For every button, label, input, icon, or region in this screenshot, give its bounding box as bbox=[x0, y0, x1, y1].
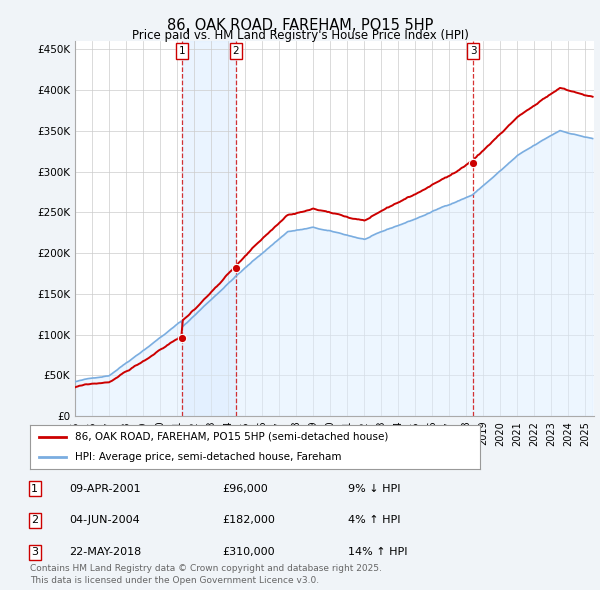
Text: 04-JUN-2004: 04-JUN-2004 bbox=[69, 516, 140, 525]
Text: HPI: Average price, semi-detached house, Fareham: HPI: Average price, semi-detached house,… bbox=[75, 452, 341, 462]
Text: 1: 1 bbox=[178, 46, 185, 56]
Text: 2: 2 bbox=[31, 516, 38, 525]
Text: 22-MAY-2018: 22-MAY-2018 bbox=[69, 548, 141, 557]
Text: 86, OAK ROAD, FAREHAM, PO15 5HP (semi-detached house): 86, OAK ROAD, FAREHAM, PO15 5HP (semi-de… bbox=[75, 432, 388, 442]
Text: 86, OAK ROAD, FAREHAM, PO15 5HP: 86, OAK ROAD, FAREHAM, PO15 5HP bbox=[167, 18, 433, 32]
Text: £182,000: £182,000 bbox=[222, 516, 275, 525]
Text: 1: 1 bbox=[31, 484, 38, 493]
Text: 3: 3 bbox=[470, 46, 476, 56]
Text: Contains HM Land Registry data © Crown copyright and database right 2025.
This d: Contains HM Land Registry data © Crown c… bbox=[30, 565, 382, 585]
Bar bbox=[182, 41, 236, 416]
Text: 2: 2 bbox=[233, 46, 239, 56]
Text: 14% ↑ HPI: 14% ↑ HPI bbox=[348, 548, 407, 557]
Text: £96,000: £96,000 bbox=[222, 484, 268, 493]
Text: Price paid vs. HM Land Registry's House Price Index (HPI): Price paid vs. HM Land Registry's House … bbox=[131, 30, 469, 42]
Text: £310,000: £310,000 bbox=[222, 548, 275, 557]
Text: 9% ↓ HPI: 9% ↓ HPI bbox=[348, 484, 401, 493]
Text: 4% ↑ HPI: 4% ↑ HPI bbox=[348, 516, 401, 525]
Text: 3: 3 bbox=[31, 548, 38, 557]
Text: 09-APR-2001: 09-APR-2001 bbox=[69, 484, 140, 493]
